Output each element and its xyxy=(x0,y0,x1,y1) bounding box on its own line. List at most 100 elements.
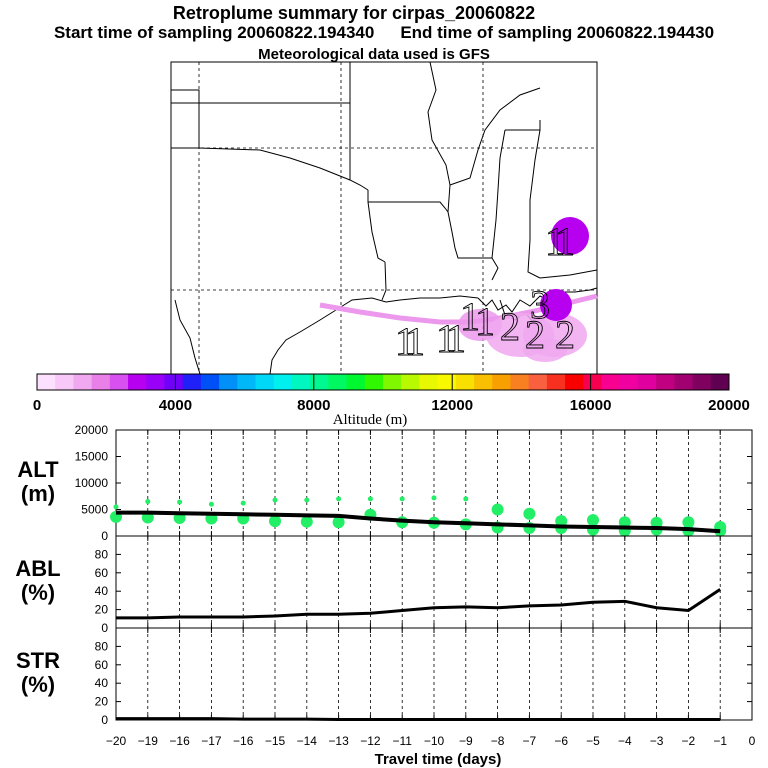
time-marker-label: 1 xyxy=(395,319,415,364)
state-border xyxy=(367,190,386,263)
y-tick-label: 0 xyxy=(101,529,108,543)
panel-abl: 0 20 40 60 80 ABL(%) xyxy=(15,535,753,635)
colorbar-cell xyxy=(91,374,111,390)
colorbar-cell xyxy=(383,374,402,390)
plume-dot xyxy=(540,289,572,321)
plume-path xyxy=(319,217,598,362)
panel-y-label: (%) xyxy=(21,672,55,697)
altitude-point xyxy=(399,496,405,502)
time-marker-label: 2 xyxy=(500,304,520,349)
altitude-point xyxy=(367,496,373,502)
altitude-point xyxy=(431,495,437,501)
colorbar-cell xyxy=(546,374,566,390)
altitude-point xyxy=(587,514,599,527)
colorbar-cells xyxy=(37,374,730,390)
colorbar-cell xyxy=(37,374,56,390)
panel-y-label: ALT xyxy=(17,457,59,482)
x-tick-label: −9 xyxy=(459,734,473,748)
panel-y-label: (m) xyxy=(21,481,55,506)
state-border xyxy=(527,129,541,279)
state-border xyxy=(349,103,369,191)
colorbar-cell xyxy=(364,374,384,390)
altitude-colorbar: 0 4000 8000 12000 16000 20000 Altitude (m) xyxy=(33,373,750,428)
x-tick-label: −2 xyxy=(682,734,696,748)
altitude-point xyxy=(555,515,568,528)
state-border xyxy=(447,211,499,281)
colorbar-cell xyxy=(710,374,730,390)
colorbar-cell xyxy=(328,374,348,390)
time-marker-label: 3 xyxy=(530,282,550,327)
y-tick-label: 0 xyxy=(101,713,108,727)
x-tick-label: −10 xyxy=(424,734,445,748)
start-time-label: Start time of sampling 20060822.194340 xyxy=(53,23,375,42)
altitude-point xyxy=(682,516,695,529)
altitude-point xyxy=(523,507,536,520)
x-tick-label: −12 xyxy=(360,734,381,748)
colorbar-cell xyxy=(474,374,493,390)
y-tick-label: 15000 xyxy=(75,450,109,464)
colorbar-cell xyxy=(637,374,657,390)
coast-segment xyxy=(269,295,479,375)
x-tick-label: −19 xyxy=(138,734,159,748)
altitude-point xyxy=(300,515,313,528)
met-data-label: Meteorological data used is GFS xyxy=(258,46,490,63)
colorbar-cell xyxy=(182,374,202,390)
altitude-point xyxy=(177,499,183,505)
plume-blob xyxy=(523,338,567,362)
colorbar-cell xyxy=(601,374,621,390)
y-tick-label: 10000 xyxy=(75,476,109,490)
altitude-point xyxy=(650,516,663,529)
x-tick-label: −15 xyxy=(265,734,286,748)
time-marker-label: 1 xyxy=(545,219,565,264)
x-tick-label: −8 xyxy=(491,734,505,748)
x-tick-label: −11 xyxy=(392,734,412,748)
time-marker-label: 1 xyxy=(446,316,466,361)
panel-str: 0 20 40 60 80 STR(%) xyxy=(16,627,753,727)
colorbar-tick-label: 8000 xyxy=(297,397,330,414)
time-marker-label: 2 xyxy=(555,312,575,357)
colorbar-cell xyxy=(492,374,511,390)
colorbar-cell xyxy=(128,374,147,390)
x-tick-label: −3 xyxy=(650,734,664,748)
colorbar-tick-label: 0 xyxy=(33,397,41,414)
altitude-median-line xyxy=(116,510,721,534)
colorbar-title: Altitude (m) xyxy=(333,412,408,428)
colorbar-cell xyxy=(310,374,329,390)
time-series-panels: 05000100001500020000ALT(m)020406080ABL(%… xyxy=(15,423,755,768)
state-borders xyxy=(171,61,598,375)
colorbar-cell xyxy=(55,374,74,390)
y-tick-label: 60 xyxy=(95,566,109,580)
altitude-point xyxy=(240,500,246,506)
y-tick-label: 80 xyxy=(95,639,109,653)
x-tick-label: −17 xyxy=(201,734,222,748)
colorbar-ticks: 0 4000 8000 12000 16000 20000 xyxy=(33,374,750,414)
state-border xyxy=(449,87,541,186)
colorbar-cell xyxy=(619,374,639,390)
x-tick-label: −16 xyxy=(169,734,190,748)
colorbar-cell xyxy=(419,374,439,390)
x-tick-label: 0 xyxy=(749,734,756,748)
altitude-point xyxy=(336,496,342,502)
altitude-point xyxy=(618,516,631,529)
x-tick-label: −14 xyxy=(297,734,318,748)
y-tick-label: 60 xyxy=(95,658,109,672)
colorbar-cell xyxy=(437,374,457,390)
altitude-point xyxy=(272,497,278,503)
time-marker-label: 2 xyxy=(525,312,545,357)
state-border xyxy=(171,89,200,104)
colorbar-cell xyxy=(692,374,712,390)
colorbar-cell xyxy=(146,374,165,390)
state-border xyxy=(368,201,449,213)
colorbar-cell xyxy=(255,374,275,390)
plume-dot xyxy=(551,217,589,255)
altitude-point xyxy=(304,497,310,503)
panel-y-label: ABL xyxy=(15,556,60,581)
x-tick-label: −4 xyxy=(618,734,632,748)
time-marker-label: 1 xyxy=(436,316,456,361)
altitude-point xyxy=(208,501,214,507)
colorbar-cell xyxy=(565,374,584,390)
altitude-point xyxy=(113,504,119,510)
colorbar-tick-label: 16000 xyxy=(570,397,612,414)
y-tick-label: 20000 xyxy=(75,423,109,437)
altitude-point xyxy=(491,503,504,516)
